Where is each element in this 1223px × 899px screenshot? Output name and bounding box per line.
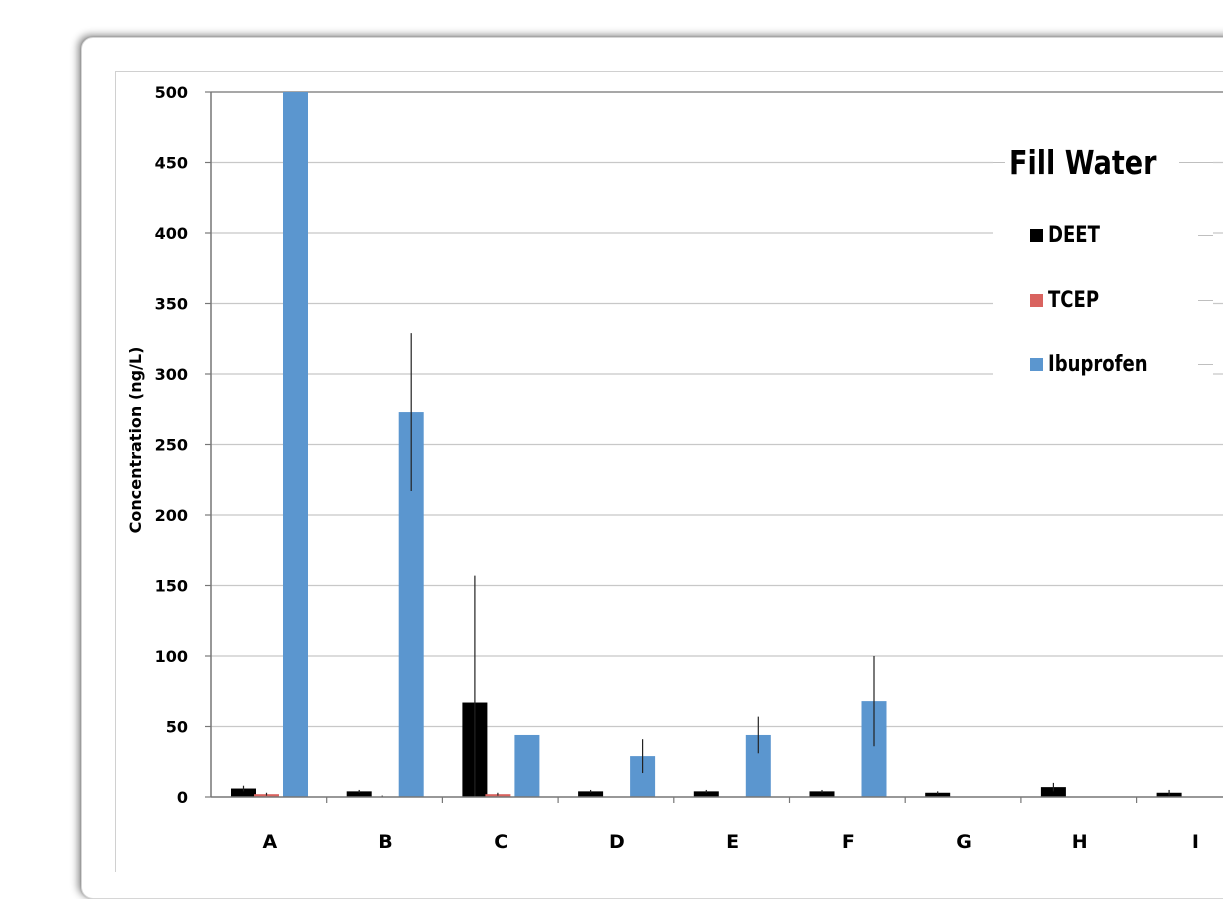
y-tick-label: 50 — [166, 718, 188, 737]
legend-title-rule — [993, 162, 1005, 163]
bar-deet-d — [578, 791, 604, 797]
bar-ibuprofen-c — [514, 734, 540, 797]
y-tick-label: 0 — [177, 788, 188, 807]
x-tick-label: C — [494, 831, 508, 853]
legend-item-deet: DEET — [1030, 223, 1111, 248]
legend-swatch — [1030, 358, 1043, 371]
x-tick-label: A — [262, 831, 277, 853]
bar-chart: 0 50 100 150 200 250 300 350 400 450 500 A B C D E F G H I… — [126, 83, 1223, 853]
legend-item-ibuprofen: Ibuprofen — [1030, 352, 1169, 377]
legend-label: DEET — [1048, 223, 1100, 248]
bar-ibuprofen-a — [283, 92, 308, 797]
legend-title: Fill Water — [1009, 143, 1157, 182]
bar-deet-g — [925, 792, 951, 797]
legend-gridline-gap — [1198, 300, 1213, 301]
y-axis-label: Concentration (ng/L) — [126, 347, 145, 534]
legend-swatch — [1030, 294, 1043, 307]
y-tick-label: 100 — [155, 647, 188, 666]
bar-deet-e — [693, 791, 719, 797]
y-tick-label: 150 — [155, 577, 188, 596]
x-tick-label: B — [378, 831, 392, 853]
y-tick-label: 250 — [155, 436, 188, 455]
legend-label: TCEP — [1048, 288, 1100, 313]
x-tick-label: F — [842, 831, 855, 853]
legend: Fill Water DEET TCEP Ibuprofen — [993, 139, 1213, 389]
legend-label: Ibuprofen — [1048, 352, 1148, 377]
legend-swatch — [1030, 229, 1043, 242]
error-bars — [242, 333, 1170, 797]
x-tick-label: H — [1072, 831, 1088, 853]
legend-item-tcep: TCEP — [1030, 288, 1110, 313]
y-tick-label: 450 — [155, 154, 188, 173]
bar-deet-b — [346, 791, 372, 797]
y-axis-ticks: 0 50 100 150 200 250 300 350 400 450 500 — [155, 83, 211, 807]
bar-deet-f — [809, 791, 835, 797]
bar-deet-h — [1040, 787, 1066, 797]
x-tick-label: E — [726, 831, 739, 853]
y-tick-label: 200 — [155, 506, 188, 525]
bar-deet-a — [231, 788, 256, 797]
y-tick-label: 350 — [155, 295, 188, 314]
legend-title-rule — [1179, 162, 1213, 163]
x-tick-label: D — [609, 831, 625, 853]
y-tick-label: 500 — [155, 83, 188, 102]
y-tick-label: 400 — [155, 224, 188, 243]
legend-gridline-gap — [1198, 364, 1213, 365]
x-tick-label: G — [956, 831, 972, 853]
y-tick-label: 300 — [155, 365, 188, 384]
x-axis-ticks: A B C D E F G H I — [262, 797, 1199, 853]
legend-gridline-gap — [1198, 235, 1213, 236]
bars — [231, 92, 1182, 797]
x-tick-label: I — [1192, 831, 1199, 853]
plot-area — [115, 71, 1223, 872]
